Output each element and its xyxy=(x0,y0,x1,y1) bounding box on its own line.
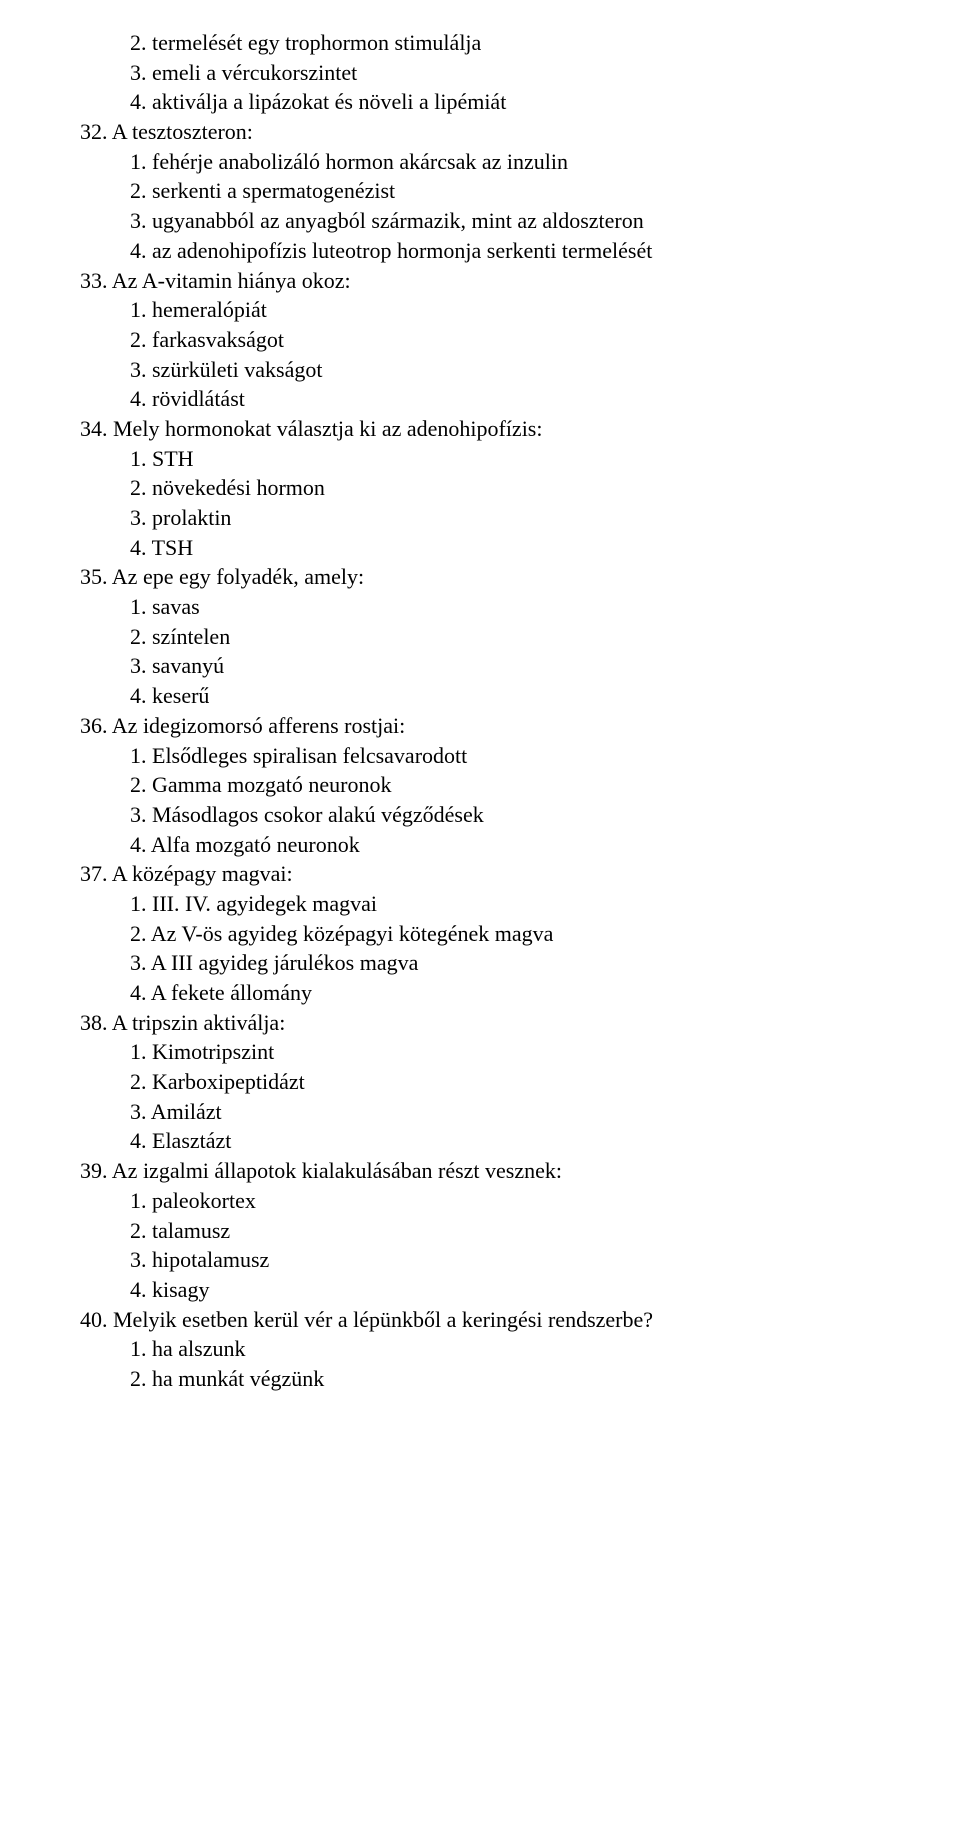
option-line: 1. hemeralópiát xyxy=(130,295,910,325)
option-line: 3. savanyú xyxy=(130,651,910,681)
option-line: 1. paleokortex xyxy=(130,1186,910,1216)
option-line: 2. termelését egy trophormon stimulálja xyxy=(130,28,910,58)
option-line: 2. Karboxipeptidázt xyxy=(130,1067,910,1097)
option-line: 4. kisagy xyxy=(130,1275,910,1305)
option-line: 1. Elsődleges spiralisan felcsavarodott xyxy=(130,741,910,771)
option-line: 4. Elasztázt xyxy=(130,1126,910,1156)
option-line: 3. Másodlagos csokor alakú végződések xyxy=(130,800,910,830)
option-line: 2. ha munkát végzünk xyxy=(130,1364,910,1394)
option-line: 1. Kimotripszint xyxy=(130,1037,910,1067)
option-line: 3. szürkületi vakságot xyxy=(130,355,910,385)
option-line: 4. aktiválja a lipázokat és növeli a lip… xyxy=(130,87,910,117)
option-line: 1. savas xyxy=(130,592,910,622)
question-line: 40. Melyik esetben kerül vér a lépünkből… xyxy=(80,1305,910,1335)
option-line: 3. hipotalamusz xyxy=(130,1245,910,1275)
option-line: 2. színtelen xyxy=(130,622,910,652)
document-content: 2. termelését egy trophormon stimulálja3… xyxy=(80,28,910,1394)
option-line: 2. farkasvakságot xyxy=(130,325,910,355)
option-line: 3. Amilázt xyxy=(130,1097,910,1127)
option-line: 1. STH xyxy=(130,444,910,474)
option-line: 4. A fekete állomány xyxy=(130,978,910,1008)
option-line: 2. serkenti a spermatogenézist xyxy=(130,176,910,206)
question-line: 34. Mely hormonokat választja ki az aden… xyxy=(80,414,910,444)
question-line: 36. Az idegizomorsó afferens rostjai: xyxy=(80,711,910,741)
option-line: 3. emeli a vércukorszintet xyxy=(130,58,910,88)
option-line: 2. Az V-ös agyideg középagyi kötegének m… xyxy=(130,919,910,949)
option-line: 4. az adenohipofízis luteotrop hormonja … xyxy=(130,236,910,266)
option-line: 4. Alfa mozgató neuronok xyxy=(130,830,910,860)
option-line: 3. prolaktin xyxy=(130,503,910,533)
question-line: 37. A középagy magvai: xyxy=(80,859,910,889)
option-line: 4. TSH xyxy=(130,533,910,563)
option-line: 2. Gamma mozgató neuronok xyxy=(130,770,910,800)
option-line: 2. talamusz xyxy=(130,1216,910,1246)
option-line: 2. növekedési hormon xyxy=(130,473,910,503)
question-line: 33. Az A-vitamin hiánya okoz: xyxy=(80,266,910,296)
option-line: 1. ha alszunk xyxy=(130,1334,910,1364)
option-line: 1. III. IV. agyidegek magvai xyxy=(130,889,910,919)
option-line: 3. ugyanabból az anyagból származik, min… xyxy=(130,206,910,236)
question-line: 35. Az epe egy folyadék, amely: xyxy=(80,562,910,592)
question-line: 32. A tesztoszteron: xyxy=(80,117,910,147)
question-line: 38. A tripszin aktiválja: xyxy=(80,1008,910,1038)
option-line: 4. rövidlátást xyxy=(130,384,910,414)
option-line: 1. fehérje anabolizáló hormon akárcsak a… xyxy=(130,147,910,177)
option-line: 3. A III agyideg járulékos magva xyxy=(130,948,910,978)
question-line: 39. Az izgalmi állapotok kialakulásában … xyxy=(80,1156,910,1186)
option-line: 4. keserű xyxy=(130,681,910,711)
